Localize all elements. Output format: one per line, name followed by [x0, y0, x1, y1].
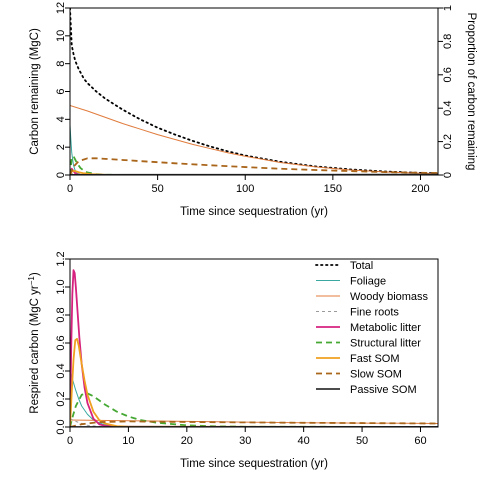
bottom-y-axis-label-end: )	[29, 272, 41, 276]
y-tick-label: 0	[55, 172, 67, 178]
legend-label-foliage: Foliage	[350, 276, 386, 288]
series-line-slow-som	[70, 157, 438, 175]
y-tick-label: 0.6	[55, 335, 67, 350]
bottom-y-axis-label: Respired carbon (MgC yr−1)	[27, 272, 42, 414]
legend-label-passive-som: Passive SOM	[350, 384, 417, 396]
y-tick-label: 0.0	[55, 419, 67, 434]
y-tick-label: 1.0	[55, 279, 67, 294]
y-tick-label: 8	[55, 61, 67, 67]
top-series-group	[70, 8, 438, 175]
legend-label-slow-som: Slow SOM	[350, 369, 402, 381]
bottom-y-axis-label-main: Respired carbon (MgC yr	[29, 285, 41, 414]
y-tick-label: 12	[55, 2, 67, 14]
legend-label-fine-roots: Fine roots	[350, 307, 399, 319]
legend-label-woody-biomass: Woody biomass	[350, 291, 429, 303]
x-tick-label: 150	[324, 183, 342, 195]
x-tick-label: 0	[67, 435, 73, 447]
y-tick-label: 0.2	[55, 391, 67, 406]
x-tick-label: 0	[67, 183, 73, 195]
y-tick-label: 4	[55, 116, 67, 122]
y-tick-label: 2	[55, 144, 67, 150]
series-line-foliage	[70, 124, 438, 175]
right-y-tick-label: 0	[442, 172, 454, 178]
bottom-x-axis-label: Time since sequestration (yr)	[180, 458, 328, 470]
series-line-woody-biomass	[70, 104, 438, 175]
legend-label-metabolic-litter: Metabolic litter	[350, 322, 421, 334]
y-tick-label: 10	[55, 30, 67, 42]
bottom-axes: 0 10 20 30 40 50 60 0.0 0.2 0.4 0.6 0.8 1.0 1.2	[55, 251, 439, 447]
right-y-tick-label: 0.2	[442, 134, 454, 149]
series-line-slow-som	[70, 420, 438, 427]
bottom-y-axis-label-superscript: −1	[27, 276, 36, 286]
x-tick-label: 10	[122, 435, 134, 447]
top-plot-frame	[69, 7, 439, 176]
top-y-axis-label: Carbon remaining (MgC)	[29, 28, 41, 155]
top-x-axis-label: Time since sequestration (yr)	[180, 206, 328, 218]
x-tick-label: 30	[239, 435, 251, 447]
right-y-tick-label: 0.6	[442, 67, 454, 82]
y-tick-label: 1.2	[55, 251, 67, 266]
right-y-tick-label: 0.4	[442, 101, 454, 116]
x-tick-label: 20	[181, 435, 193, 447]
x-tick-label: 40	[298, 435, 310, 447]
series-line-metabolic-litter	[70, 269, 438, 427]
y-tick-label: 0.4	[55, 363, 67, 378]
series-line-total	[70, 8, 438, 175]
x-tick-label: 60	[414, 435, 426, 447]
top-right-y-axis-label: Proportion of carbon remaining	[465, 13, 477, 171]
legend: Total Foliage Woody biomass Fine roots Metab…	[315, 260, 429, 396]
y-tick-label: 6	[55, 88, 67, 94]
series-line-structural-litter	[70, 392, 438, 427]
top-panel: 0 50 100 150 200 0 2 4 6 8 10 12 0 0.2 0.4 0.6 0.8 1 Time…	[29, 2, 477, 218]
right-y-tick-label: 0.8	[442, 34, 454, 49]
x-tick-label: 50	[151, 183, 163, 195]
y-tick-label: 0.8	[55, 307, 67, 322]
bottom-panel: 0 10 20 30 40 50 60 0.0 0.2 0.4 0.6 0.8 1.0 1.2 Time …	[27, 251, 439, 470]
x-tick-label: 50	[356, 435, 368, 447]
series-line-fast-som	[70, 337, 438, 427]
top-axes: 0 50 100 150 200 0 2 4 6 8 10 12 0 0.2 0.4 0.6 0.8 1	[55, 2, 454, 195]
legend-label-structural-litter: Structural litter	[350, 338, 421, 350]
x-tick-label: 100	[236, 183, 254, 195]
right-y-tick-label: 1	[442, 5, 454, 11]
legend-label-total: Total	[350, 260, 373, 272]
x-tick-label: 200	[411, 183, 429, 195]
legend-label-fast-som: Fast SOM	[350, 353, 400, 365]
